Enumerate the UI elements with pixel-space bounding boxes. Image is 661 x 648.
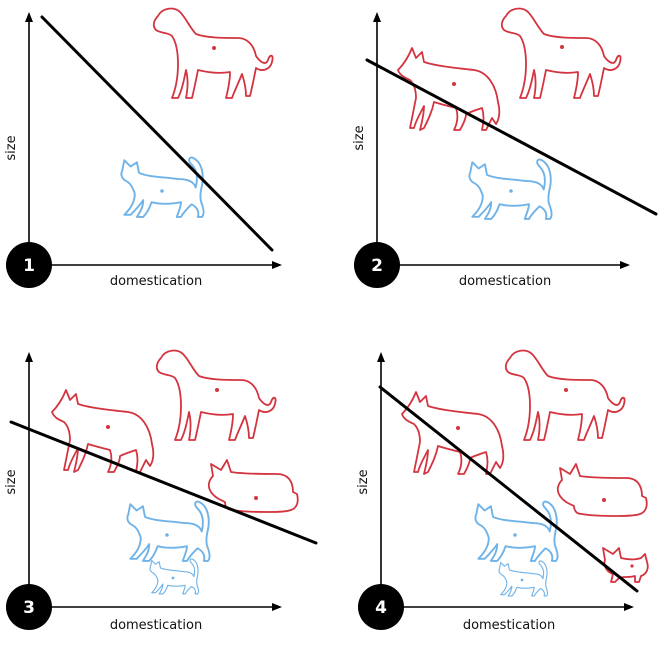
y-axis-label: size — [352, 125, 367, 150]
cat-dot — [165, 533, 169, 537]
x-axis — [377, 261, 630, 269]
separator-line — [40, 15, 274, 252]
cat-icon — [126, 500, 211, 562]
wolf-dot — [106, 425, 110, 429]
hound-icon — [500, 7, 622, 99]
x-axis-label: domestication — [463, 618, 555, 633]
hound-dot — [215, 388, 219, 392]
small-cat-dot — [171, 576, 175, 580]
panel-number: 1 — [23, 256, 35, 276]
terrier-dot — [602, 498, 606, 502]
x-axis — [29, 603, 282, 611]
panel-number-badge — [6, 242, 52, 288]
cat-icon — [468, 158, 553, 220]
wolf-icon — [401, 391, 505, 475]
hound-icon — [155, 349, 277, 441]
separator-line — [378, 385, 639, 593]
chihuahua-dot — [630, 564, 634, 568]
hound-icon — [152, 7, 274, 99]
panel-number-badge — [354, 242, 400, 288]
cat-dot — [513, 533, 517, 537]
y-axis — [25, 12, 33, 265]
hound-dot — [560, 45, 564, 49]
cat-dot — [509, 189, 513, 193]
wolf-icon — [397, 47, 501, 131]
panel-3: size domestication 3 — [4, 349, 318, 633]
panel-number: 3 — [23, 598, 35, 618]
cat-icon — [474, 500, 559, 562]
panel-number: 2 — [371, 256, 383, 276]
separator-line — [9, 420, 318, 545]
small-cat-dot — [520, 578, 524, 582]
hound-icon — [504, 349, 626, 441]
separator-line — [365, 58, 658, 216]
panel-4: size domestication 4 — [356, 349, 649, 633]
y-axis-label: size — [4, 135, 19, 160]
panel-number-badge — [358, 584, 404, 630]
terrier-icon — [556, 463, 648, 517]
hound-dot — [212, 46, 216, 50]
terrier-dot — [254, 496, 258, 500]
y-axis — [377, 352, 385, 607]
x-axis — [381, 603, 634, 611]
panel-1: size domestication 1 — [4, 7, 282, 289]
x-axis — [29, 261, 282, 269]
x-axis-label: domestication — [459, 274, 551, 289]
wolf-dot — [452, 82, 456, 86]
panel-2: size domestication 2 — [352, 7, 658, 289]
small-cat-icon — [498, 560, 549, 597]
small-cat-icon — [149, 558, 200, 595]
wolf-dot — [456, 426, 460, 430]
chihuahua-icon — [602, 547, 649, 583]
x-axis-label: domestication — [110, 274, 202, 289]
y-axis — [25, 352, 33, 607]
y-axis — [373, 12, 381, 265]
hound-dot — [564, 388, 568, 392]
panel-number-badge — [6, 584, 52, 630]
y-axis-label: size — [356, 469, 371, 494]
y-axis-label: size — [4, 469, 19, 494]
panel-number: 4 — [375, 598, 387, 618]
cat-dot — [160, 189, 164, 193]
x-axis-label: domestication — [110, 618, 202, 633]
